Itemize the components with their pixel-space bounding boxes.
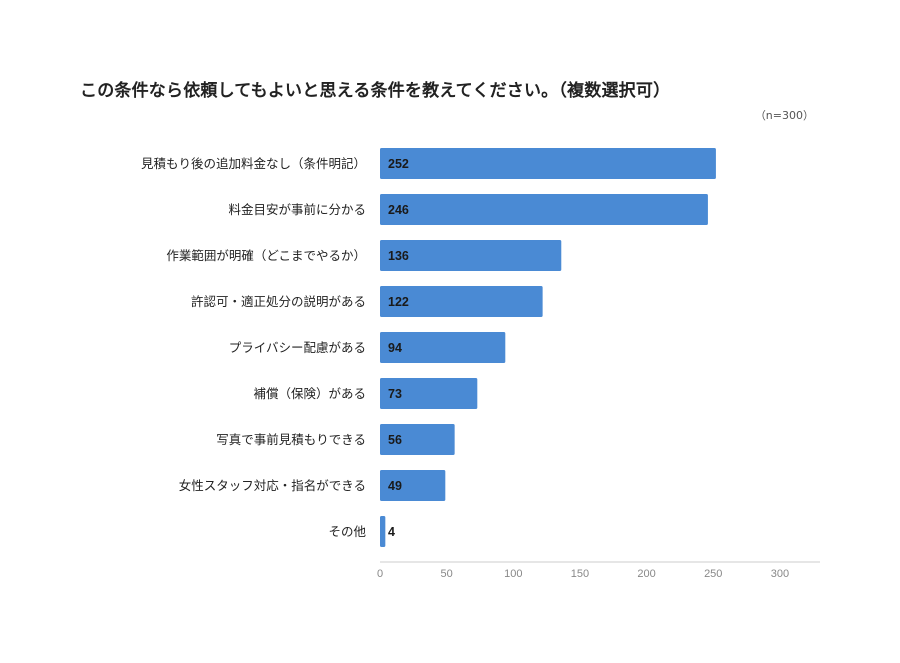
bar-value-label: 246: [388, 203, 409, 217]
bar: [380, 286, 543, 317]
x-tick-label: 50: [441, 568, 453, 580]
bar: [380, 378, 478, 409]
bar-value-label: 49: [388, 479, 402, 493]
chart-title: この条件なら依頼してもよいと思える条件を教えてください。（複数選択可）: [80, 81, 671, 101]
x-tick-label: 150: [571, 568, 589, 580]
bar: [380, 516, 386, 547]
bar-value-label: 122: [388, 295, 409, 309]
x-tick-label: 250: [704, 568, 722, 580]
bar-value-label: 136: [388, 249, 409, 263]
category-label: 料金目安が事前に分かる: [228, 202, 366, 217]
category-label: 女性スタッフ対応・指名ができる: [179, 478, 366, 493]
category-label: 作業範囲が明確（どこまでやるか）: [166, 248, 366, 263]
bar: [380, 194, 708, 225]
bar: [380, 148, 716, 179]
category-label: その他: [328, 524, 366, 539]
category-label: 許認可・適正処分の説明がある: [191, 294, 366, 309]
x-tick-label: 300: [771, 568, 789, 580]
bar: [380, 424, 455, 455]
bar-value-label: 4: [388, 525, 395, 539]
bar: [380, 332, 506, 363]
x-tick-label: 0: [377, 568, 383, 580]
bar: [380, 470, 446, 501]
category-label: 見積もり後の追加料金なし（条件明記）: [141, 156, 366, 171]
x-tick-label: 200: [637, 568, 655, 580]
bar-value-label: 56: [388, 433, 402, 447]
sample-size-note: （n=300）: [754, 109, 814, 122]
x-tick-label: 100: [504, 568, 522, 580]
category-label: プライバシー配慮がある: [229, 340, 366, 355]
bar: [380, 240, 562, 271]
bar-value-label: 73: [388, 387, 402, 401]
bars-layer: 見積もり後の追加料金なし（条件明記） 252 料金目安が事前に分かる 246 作業範囲が…: [141, 148, 716, 547]
category-label: 補償（保険）がある: [253, 386, 366, 401]
bar-value-label: 252: [388, 157, 409, 171]
x-axis-ticks: 0 50 100 150 200 250 300: [377, 568, 789, 580]
bar-value-label: 94: [388, 341, 402, 355]
category-label: 写真で事前見積もりできる: [216, 432, 366, 447]
